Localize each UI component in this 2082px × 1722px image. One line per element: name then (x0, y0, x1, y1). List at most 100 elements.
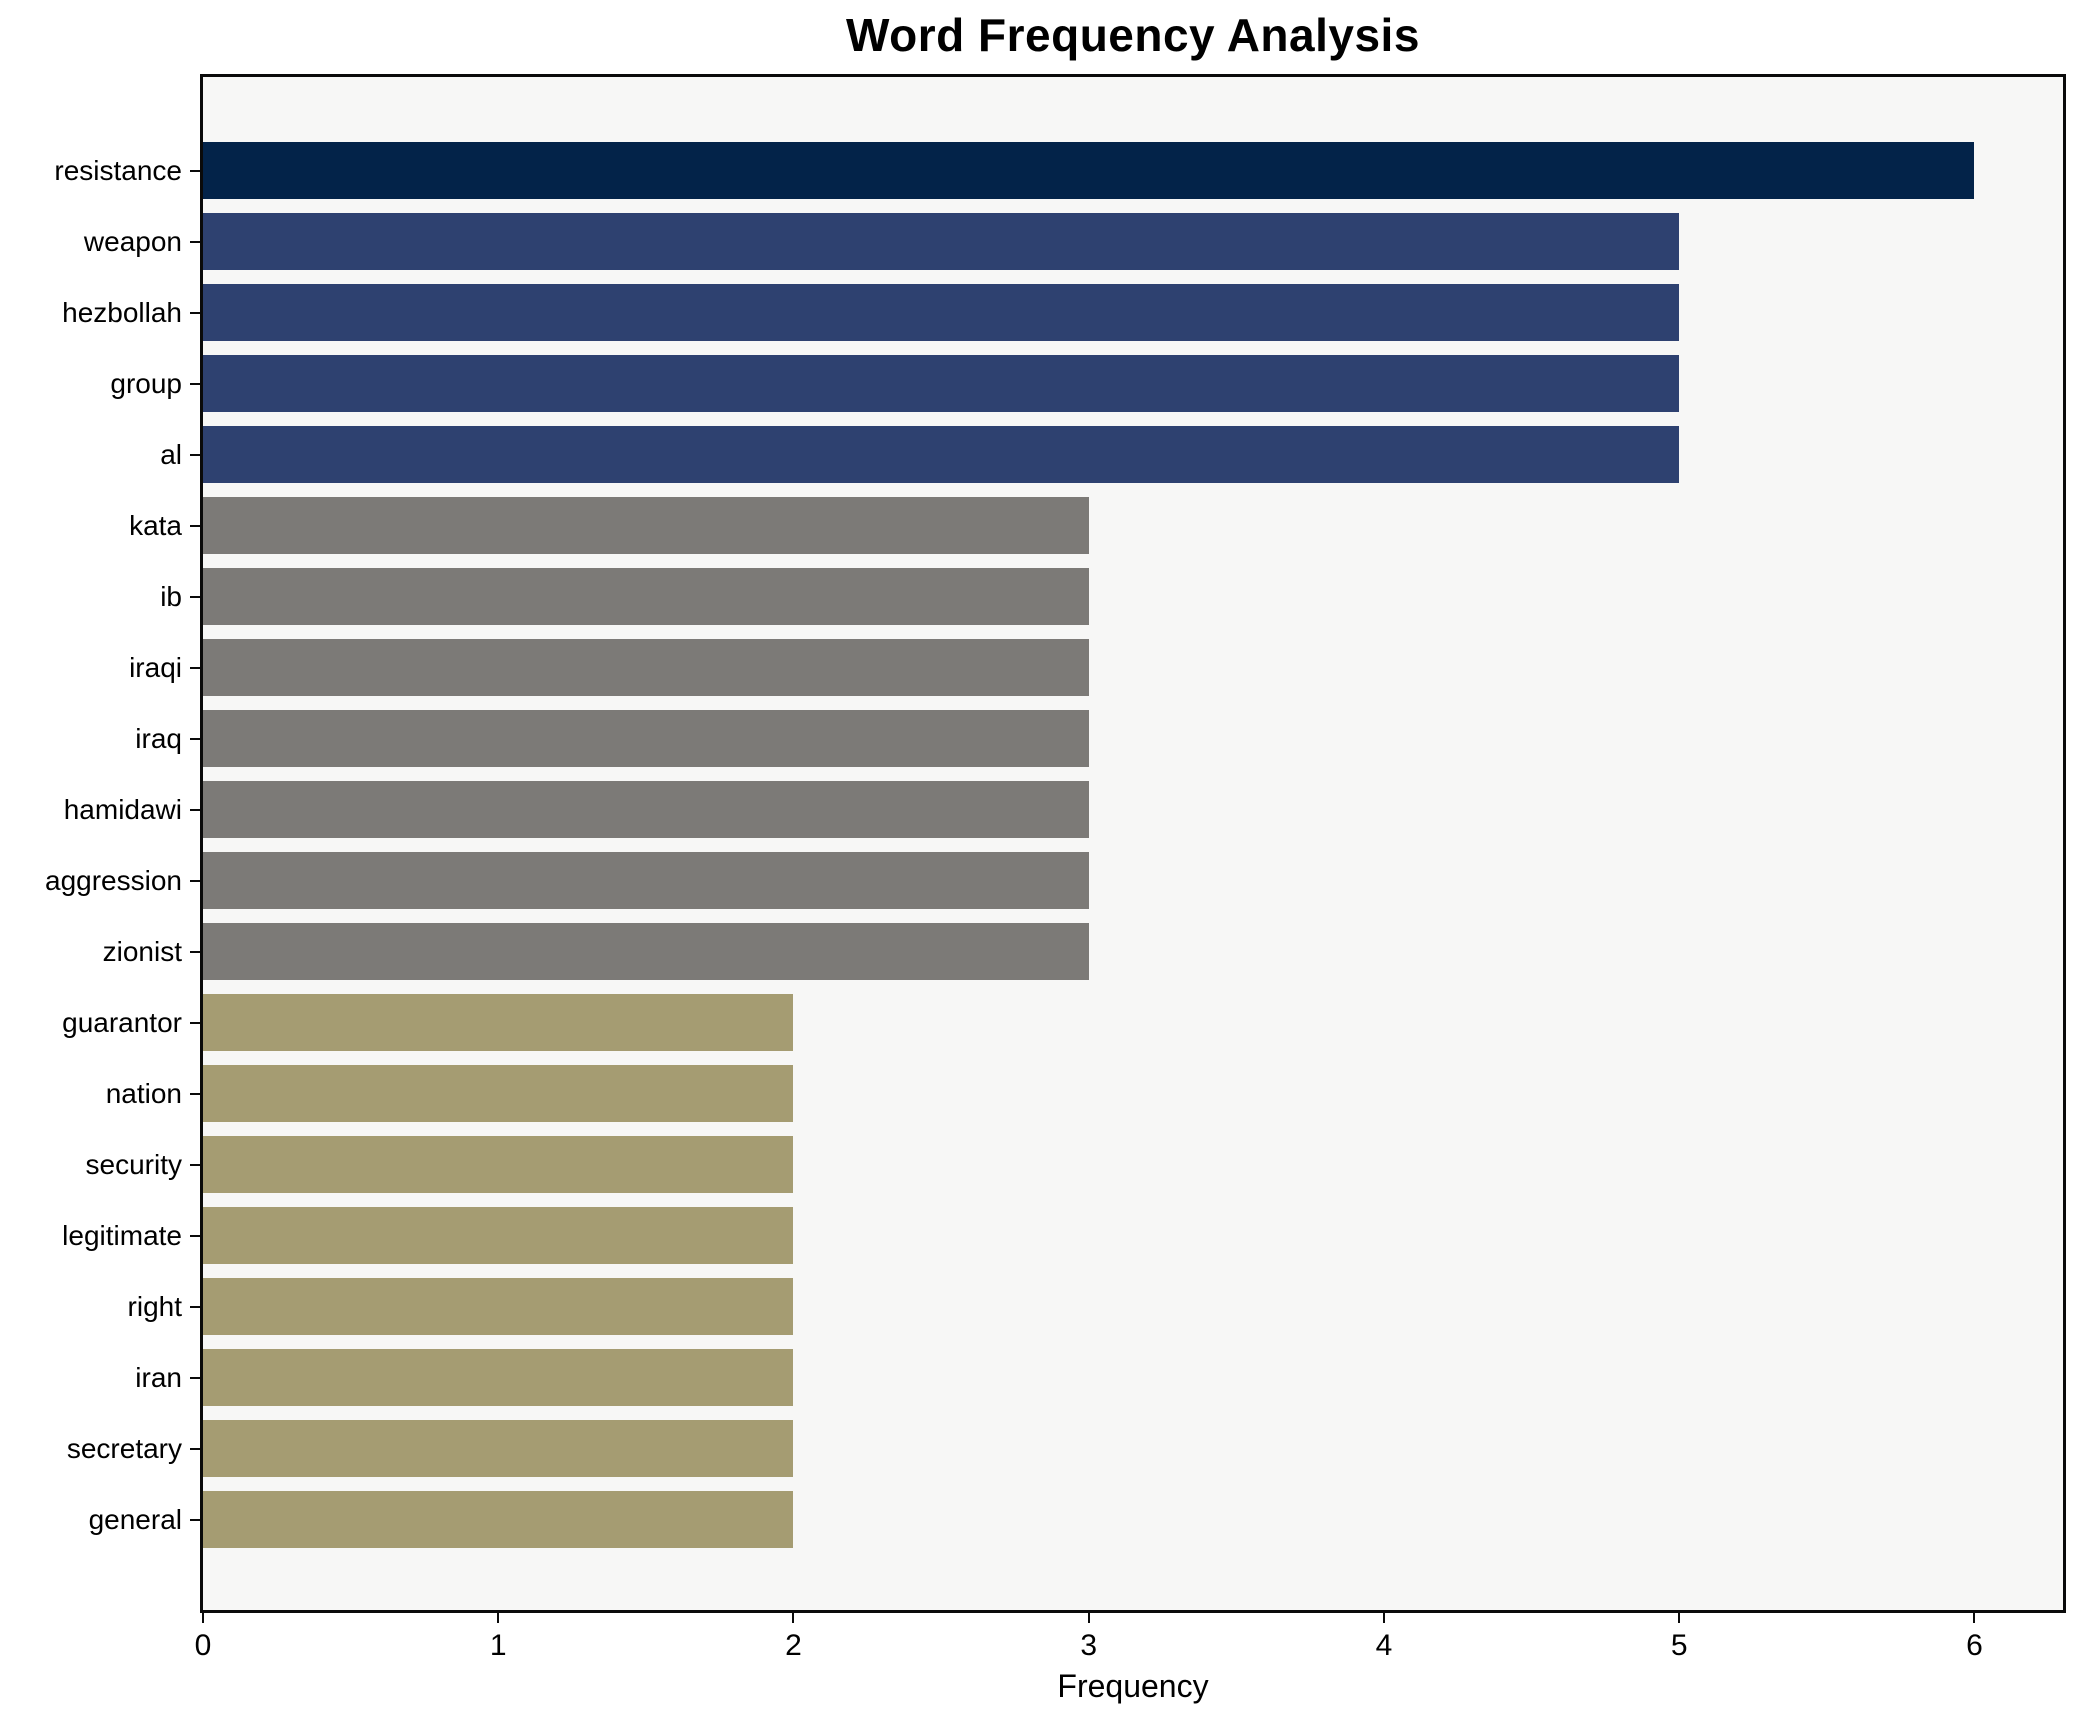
bar-legitimate (203, 1207, 794, 1264)
x-tick-mark (497, 1613, 500, 1623)
y-tick-label: iraq (135, 722, 182, 754)
y-tick-mark (190, 1376, 200, 1379)
chart-title: Word Frequency Analysis (846, 9, 1420, 61)
x-tick-label: 4 (1375, 1629, 1393, 1662)
y-tick-label: nation (105, 1077, 182, 1109)
y-tick-label: hezbollah (62, 296, 182, 328)
bar-row (203, 1129, 2063, 1200)
y-tick-mark (190, 737, 200, 740)
y-label-row: hezbollah (0, 277, 200, 348)
bar-row (203, 632, 2063, 703)
bar-row (203, 1413, 2063, 1484)
y-tick-mark (190, 382, 200, 385)
bar-row (203, 490, 2063, 561)
bar-row (203, 703, 2063, 774)
x-tick-mark (1382, 1613, 1385, 1623)
y-label-row: guarantor (0, 987, 200, 1058)
bar-row (203, 1271, 2063, 1342)
bar-row (203, 1342, 2063, 1413)
bar-zionist (203, 923, 1089, 980)
bar-row (203, 419, 2063, 490)
y-tick-label: iran (135, 1361, 182, 1393)
bar-row (203, 845, 2063, 916)
bar-aggression (203, 852, 1089, 909)
y-tick-mark (190, 1305, 200, 1308)
bar-row (203, 561, 2063, 632)
y-label-row: iraqi (0, 632, 200, 703)
y-tick-label: hamidawi (63, 793, 182, 825)
x-axis-title: Frequency (1057, 1668, 1209, 1704)
bar-row (203, 135, 2063, 206)
y-tick-mark (190, 879, 200, 882)
plot-area (200, 74, 2066, 1613)
y-label-row: secretary (0, 1413, 200, 1484)
bar-right (203, 1278, 794, 1335)
bar-al (203, 426, 1680, 483)
y-label-row: iraq (0, 703, 200, 774)
x-tick-label: 2 (785, 1629, 802, 1662)
y-tick-mark (190, 666, 200, 669)
y-tick-mark (190, 169, 200, 172)
bar-nation (203, 1065, 794, 1122)
x-tick-label: 5 (1670, 1629, 1688, 1662)
y-label-row: al (0, 419, 200, 490)
y-tick-mark (190, 1021, 200, 1024)
bar-guarantor (203, 994, 794, 1051)
x-tick-label: 0 (194, 1629, 212, 1662)
bar-row (203, 774, 2063, 845)
y-tick-label: weapon (83, 225, 182, 257)
y-label-row: aggression (0, 845, 200, 916)
bar-row (203, 987, 2063, 1058)
bar-ib (203, 568, 1089, 625)
bar-row (203, 1058, 2063, 1129)
y-tick-label: al (160, 438, 182, 470)
bar-secretary (203, 1420, 794, 1477)
x-tick-mark (1678, 1613, 1681, 1623)
y-label-row: hamidawi (0, 774, 200, 845)
bar-iraqi (203, 639, 1089, 696)
y-label-row: right (0, 1271, 200, 1342)
bar-iran (203, 1349, 794, 1406)
x-tick-mark (1973, 1613, 1976, 1623)
bar-hezbollah (203, 284, 1680, 341)
y-label-row: zionist (0, 916, 200, 987)
y-label-row: ib (0, 561, 200, 632)
y-label-row: nation (0, 1058, 200, 1129)
y-tick-mark (190, 1163, 200, 1166)
x-tick-label: 3 (1080, 1629, 1098, 1662)
y-label-row: kata (0, 490, 200, 561)
y-tick-mark (190, 1518, 200, 1521)
y-axis-labels: resistance weapon hezbollah group al kata ib ir… (0, 77, 200, 1610)
bar-kata (203, 497, 1089, 554)
y-tick-label: resistance (54, 154, 182, 186)
bar-general (203, 1491, 794, 1548)
y-tick-mark (190, 453, 200, 456)
bar-row (203, 348, 2063, 419)
y-tick-label: security (85, 1148, 182, 1180)
y-tick-label: legitimate (62, 1219, 182, 1251)
y-tick-label: group (110, 367, 182, 399)
bars (203, 77, 2063, 1610)
y-tick-label: guarantor (62, 1006, 182, 1038)
y-label-row: group (0, 348, 200, 419)
bar-weapon (203, 213, 1680, 270)
x-tick-mark (792, 1613, 795, 1623)
y-label-row: legitimate (0, 1200, 200, 1271)
y-tick-label: right (127, 1290, 182, 1322)
y-tick-mark (190, 1092, 200, 1095)
y-tick-mark (190, 595, 200, 598)
bar-resistance (203, 142, 1975, 199)
y-tick-label: kata (129, 509, 182, 541)
bar-iraq (203, 710, 1089, 767)
y-tick-mark (190, 311, 200, 314)
bar-row (203, 916, 2063, 987)
bar-row (203, 277, 2063, 348)
y-label-row: general (0, 1484, 200, 1555)
y-tick-mark (190, 1234, 200, 1237)
bar-hamidawi (203, 781, 1089, 838)
y-tick-label: zionist (102, 935, 182, 967)
y-tick-label: general (88, 1503, 182, 1535)
y-tick-label: aggression (45, 864, 182, 896)
bar-security (203, 1136, 794, 1193)
